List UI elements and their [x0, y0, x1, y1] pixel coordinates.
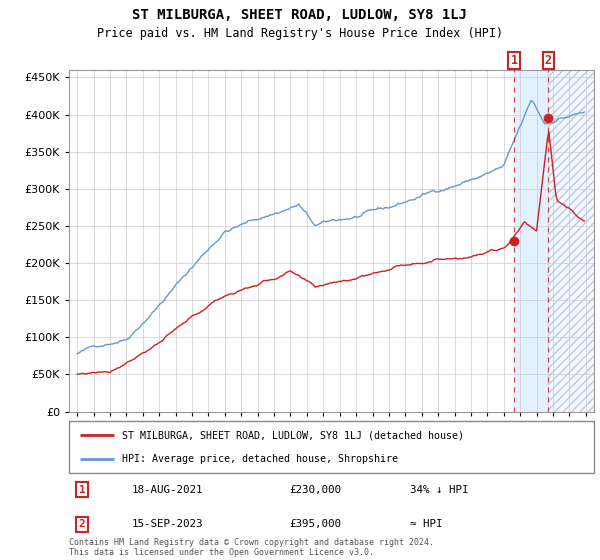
Text: 34% ↓ HPI: 34% ↓ HPI — [410, 484, 469, 494]
Text: 15-SEP-2023: 15-SEP-2023 — [132, 520, 203, 529]
Text: Price paid vs. HM Land Registry's House Price Index (HPI): Price paid vs. HM Land Registry's House … — [97, 27, 503, 40]
Text: Contains HM Land Registry data © Crown copyright and database right 2024.
This d: Contains HM Land Registry data © Crown c… — [69, 538, 434, 557]
Bar — [514, 70, 548, 412]
Bar — [548, 70, 594, 412]
Text: 2: 2 — [79, 520, 86, 529]
Text: ≈ HPI: ≈ HPI — [410, 520, 443, 529]
Text: 18-AUG-2021: 18-AUG-2021 — [132, 484, 203, 494]
Text: ST MILBURGA, SHEET ROAD, LUDLOW, SY8 1LJ (detached house): ST MILBURGA, SHEET ROAD, LUDLOW, SY8 1LJ… — [121, 430, 464, 440]
Text: £230,000: £230,000 — [290, 484, 341, 494]
Text: 2: 2 — [545, 54, 552, 67]
Text: 1: 1 — [511, 54, 518, 67]
Text: HPI: Average price, detached house, Shropshire: HPI: Average price, detached house, Shro… — [121, 454, 398, 464]
Text: 1: 1 — [79, 484, 86, 494]
Text: £395,000: £395,000 — [290, 520, 341, 529]
Bar — [548, 70, 594, 412]
Text: ST MILBURGA, SHEET ROAD, LUDLOW, SY8 1LJ: ST MILBURGA, SHEET ROAD, LUDLOW, SY8 1LJ — [133, 8, 467, 22]
FancyBboxPatch shape — [69, 421, 594, 473]
